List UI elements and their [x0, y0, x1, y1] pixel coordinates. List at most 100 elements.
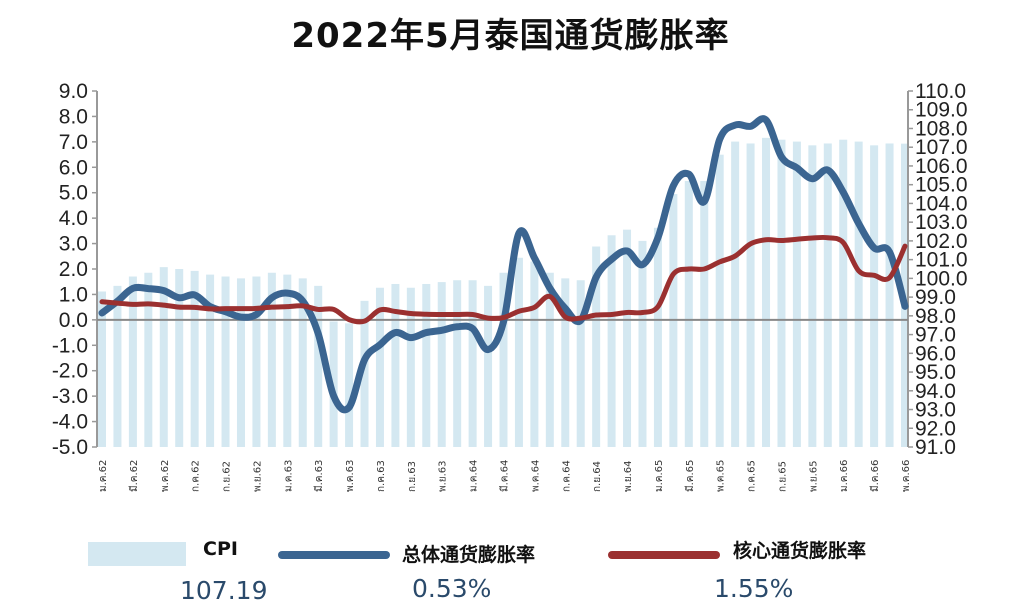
right-tick-label: 92.0 — [915, 417, 956, 440]
left-tick-label: -1.0 — [52, 334, 88, 357]
cpi-bar — [113, 285, 122, 447]
cpi-bar — [870, 145, 879, 447]
right-tick-label: 104.0 — [915, 192, 968, 215]
cpi-bar — [283, 274, 292, 447]
cpi-bar — [623, 229, 632, 447]
right-tick-label: 103.0 — [915, 211, 968, 234]
cpi-bar — [792, 141, 801, 447]
cpi-bar — [885, 143, 894, 447]
legend-value-cpi: 107.19 — [180, 576, 268, 605]
legend-label-headline: 总体通货膨胀率 — [402, 544, 536, 566]
x-tick-label: พ.ค.66 — [901, 460, 912, 492]
cpi-bar — [715, 154, 724, 447]
cpi-bar — [762, 137, 771, 447]
cpi-bar — [530, 261, 539, 447]
left-tick-label: 6.0 — [59, 156, 88, 179]
cpi-bar — [175, 269, 184, 447]
x-tick-label: ก.ย.64 — [592, 461, 603, 492]
cpi-bar — [638, 240, 647, 447]
left-tick-label: -2.0 — [52, 360, 88, 383]
x-tick-label: ม.ค.62 — [98, 460, 109, 492]
cpi-bar — [190, 270, 199, 447]
x-tick-label: ก.ย.65 — [777, 461, 788, 492]
x-tick-label: ก.ย.63 — [407, 461, 418, 492]
cpi-bar — [468, 280, 477, 447]
right-tick-label: 102.0 — [915, 230, 968, 253]
legend-swatch-core — [608, 551, 720, 559]
x-tick-label: ก.ค.64 — [561, 460, 572, 492]
cpi-bar — [731, 141, 740, 447]
cpi-bar — [607, 235, 616, 447]
cpi-bar — [98, 291, 106, 447]
x-tick-label: มี.ค.63 — [313, 460, 325, 492]
right-tick-label: 99.0 — [915, 286, 956, 309]
cpi-bar — [406, 287, 415, 447]
cpi-bar — [144, 272, 153, 447]
right-tick-label: 101.0 — [915, 249, 968, 272]
core-inflation-line — [99, 234, 908, 325]
left-tick-label: 1.0 — [59, 283, 88, 306]
legend-value-core: 1.55% — [714, 574, 794, 603]
right-tick-label: 91.0 — [915, 436, 956, 459]
cpi-bar — [360, 300, 369, 447]
cpi-bar — [391, 283, 400, 447]
legend-swatch-headline — [278, 551, 390, 559]
cpi-bar — [592, 246, 601, 447]
x-tick-label: พ.ย.64 — [623, 460, 634, 492]
cpi-bar — [267, 272, 276, 447]
cpi-bar — [777, 139, 786, 447]
x-tick-label: ม.ค.63 — [283, 460, 294, 492]
right-tick-label: 96.0 — [915, 342, 956, 365]
cpi-bar — [808, 145, 817, 447]
cpi-bar — [128, 276, 137, 447]
cpi-bar — [314, 285, 323, 447]
legend-label-core: 核心通货膨胀率 — [733, 540, 867, 562]
headline-inflation-line — [98, 115, 909, 414]
cpi-bar — [653, 227, 662, 447]
right-tick-label: 93.0 — [915, 399, 956, 422]
x-tick-label: ม.ค.66 — [839, 460, 850, 492]
right-tick-label: 108.0 — [915, 117, 968, 140]
cpi-bar — [484, 285, 493, 447]
left-tick-label: -4.0 — [52, 411, 88, 434]
left-tick-label: -3.0 — [52, 385, 88, 408]
legend-label-cpi: CPI — [203, 538, 238, 560]
x-tick-label: มี.ค.65 — [684, 460, 696, 492]
cpi-bar — [854, 141, 863, 447]
cpi-bar — [499, 272, 508, 447]
cpi-bar — [700, 180, 709, 448]
x-tick-label: พ.ย.62 — [252, 460, 263, 492]
x-tick-label: ก.ค.62 — [191, 460, 202, 492]
x-tick-label: พ.ค.65 — [716, 460, 727, 492]
x-tick-label: พ.ค.64 — [530, 460, 541, 492]
cpi-bar — [561, 278, 570, 447]
x-tick-label: พ.ค.62 — [160, 460, 171, 492]
cpi-bar — [684, 180, 693, 448]
right-tick-label: 106.0 — [915, 155, 968, 178]
left-tick-label: 2.0 — [59, 258, 88, 281]
x-tick-label: ก.ค.65 — [747, 460, 758, 492]
right-tick-label: 107.0 — [915, 136, 968, 159]
left-tick-label: 0.0 — [59, 309, 88, 332]
left-tick-label: 3.0 — [59, 233, 88, 256]
x-tick-label: ม.ค.65 — [654, 460, 665, 492]
right-tick-label: 100.0 — [915, 267, 968, 290]
cpi-bar — [576, 280, 585, 447]
x-tick-label: ม.ค.64 — [469, 460, 480, 492]
left-tick-label: -5.0 — [52, 436, 88, 459]
cpi-bar — [236, 278, 245, 447]
right-tick-label: 94.0 — [915, 380, 956, 403]
cpi-bar — [453, 280, 462, 447]
right-tick-label: 95.0 — [915, 361, 956, 384]
x-tick-label: พ.ย.63 — [438, 460, 449, 492]
cpi-bar — [422, 283, 431, 447]
cpi-bar — [206, 274, 215, 447]
chart-title: 2022年5月泰国通货膨胀率 — [291, 16, 730, 56]
x-tick-label: มี.ค.64 — [499, 460, 511, 492]
cpi-bar — [345, 323, 354, 447]
right-tick-label: 105.0 — [915, 174, 968, 197]
cpi-bar — [159, 267, 168, 447]
cpi-bar — [252, 276, 261, 447]
left-tick-label: 4.0 — [59, 207, 88, 230]
